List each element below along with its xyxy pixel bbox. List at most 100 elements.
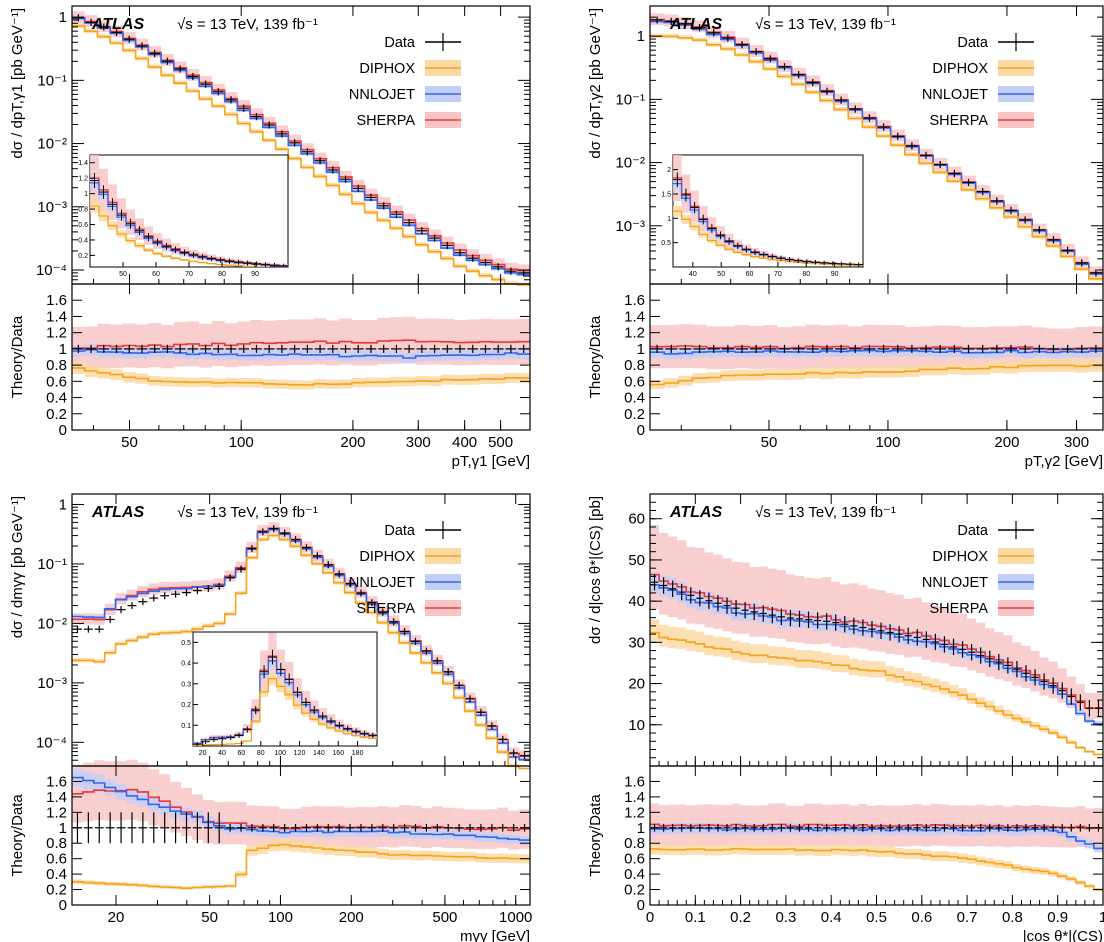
y-tick-label: 1 bbox=[637, 28, 645, 45]
diphox-band bbox=[686, 629, 696, 651]
diphox-band bbox=[758, 644, 768, 664]
ratio-y-tick-label: 0.2 bbox=[624, 406, 645, 423]
sherpa-band bbox=[939, 607, 949, 664]
diphox-band bbox=[677, 627, 687, 649]
diphox-band bbox=[967, 692, 977, 704]
inset-x-tick-label: 60 bbox=[746, 271, 754, 278]
diphox-line bbox=[72, 534, 530, 770]
data-ratio-series bbox=[651, 344, 1102, 353]
diphox-band bbox=[876, 661, 886, 678]
diphox-band bbox=[767, 646, 777, 665]
ratio-y-tick-label: 1.6 bbox=[46, 773, 67, 790]
diphox-band bbox=[749, 644, 759, 664]
inset-x-tick-label: 70 bbox=[774, 271, 782, 278]
diphox-band bbox=[958, 687, 968, 701]
diphox-band bbox=[948, 684, 959, 698]
y-axis-label: dσ / dmγγ [pb GeV⁻¹] bbox=[9, 496, 26, 638]
chart-panel-3: 20 50 100 200 500 1000110⁻¹10⁻²10⁻³10⁻⁴00.20.… bbox=[9, 493, 532, 942]
diphox-band bbox=[894, 667, 904, 684]
x-tick-label: 0.2 bbox=[730, 909, 751, 926]
x-tick-label: 0.6 bbox=[911, 909, 932, 926]
ratio-y-axis-label: Theory/Data bbox=[587, 315, 604, 398]
inset-y-tick-label: 0.2 bbox=[78, 253, 88, 260]
legend-label-diphox: DIPHOX bbox=[932, 549, 988, 565]
atlas-label: ATLAS bbox=[91, 16, 144, 33]
legend-label-data: Data bbox=[957, 35, 989, 51]
diphox-band bbox=[504, 281, 518, 284]
ratio-y-tick-label: 0.4 bbox=[624, 866, 645, 883]
plot-area bbox=[72, 522, 530, 890]
diphox-band bbox=[794, 650, 805, 668]
sherpa-band bbox=[668, 536, 678, 618]
inset-x-tick-label: 80 bbox=[218, 271, 226, 278]
y-tick-label: 50 bbox=[628, 552, 645, 569]
x-tick-label: 0.1 bbox=[685, 909, 706, 926]
x-tick-label: 200 bbox=[340, 434, 365, 451]
ratio-y-axis-label: Theory/Data bbox=[587, 794, 604, 877]
inset-x-tick-label: 80 bbox=[802, 271, 810, 278]
x-tick-label: 0.9 bbox=[1047, 909, 1068, 926]
diphox-band bbox=[704, 635, 714, 656]
sherpa-band bbox=[804, 577, 814, 644]
nnlojet-line bbox=[72, 17, 530, 276]
sherpa-band bbox=[885, 593, 895, 654]
diphox-band bbox=[785, 647, 795, 667]
x-tick-label: 200 bbox=[994, 434, 1019, 451]
diphox-ratio-line bbox=[650, 364, 1103, 386]
inset-x-tick-label: 180 bbox=[352, 750, 364, 757]
sherpa-band bbox=[858, 585, 868, 649]
data-series bbox=[651, 16, 1102, 277]
inset-x-tick-label: 120 bbox=[294, 750, 306, 757]
diphox-ratio-line bbox=[650, 847, 1103, 891]
ratio-y-tick-label: 0.6 bbox=[624, 851, 645, 868]
sherpa-band bbox=[894, 594, 904, 655]
legend-label-sherpa: SHERPA bbox=[929, 113, 988, 129]
ratio-y-tick-label: 1 bbox=[59, 820, 67, 837]
data-ratio-series bbox=[651, 823, 1102, 832]
x-tick-label: 50 bbox=[201, 909, 218, 926]
y-tick-label: 10⁻² bbox=[37, 136, 67, 153]
diphox-band bbox=[740, 642, 750, 662]
diphox-band bbox=[831, 654, 841, 673]
sherpa-ratio-line bbox=[650, 823, 1103, 830]
inset-y-tick-label: 0.2 bbox=[181, 702, 191, 709]
ratio-y-tick-label: 1.6 bbox=[624, 773, 645, 790]
ratio-y-tick-label: 1.4 bbox=[46, 789, 67, 806]
ratio-frame bbox=[71, 283, 531, 431]
y-tick-label: 10⁻¹ bbox=[37, 72, 67, 89]
diphox-band bbox=[659, 624, 669, 647]
ratio-y-tick-label: 1 bbox=[637, 820, 645, 837]
diphox-band bbox=[650, 619, 660, 643]
y-tick-label: 1 bbox=[59, 9, 67, 26]
chart-panel-2: 50 100 200 300110⁻¹10⁻²10⁻³00.20.40.60.811.… bbox=[587, 5, 1104, 470]
diphox-band bbox=[776, 646, 786, 666]
y-tick-label: 10⁻² bbox=[615, 155, 645, 172]
legend-label-nnlojet: NNLOJET bbox=[922, 87, 988, 103]
legend-label-data: Data bbox=[384, 35, 416, 51]
y-tick-label: 40 bbox=[628, 593, 645, 610]
x-tick-label: 0.5 bbox=[866, 909, 887, 926]
inset-y-tick-label: 1.5 bbox=[661, 191, 671, 198]
inset-y-tick-label: 0.4 bbox=[78, 237, 88, 244]
ratio-y-tick-label: 1.4 bbox=[624, 789, 645, 806]
y-axis-label: dσ / dpT,γ2 [pb GeV⁻¹] bbox=[587, 8, 604, 159]
nnlojet-ratio-line bbox=[72, 348, 530, 359]
sherpa-band bbox=[713, 554, 723, 629]
x-tick-label: 300 bbox=[406, 434, 431, 451]
inset-y-tick-label: 0.1 bbox=[181, 723, 191, 730]
diphox-ratio-line bbox=[72, 843, 530, 889]
sherpa-band bbox=[758, 566, 768, 637]
inset-plot bbox=[193, 632, 377, 746]
diphox-band bbox=[994, 705, 1004, 715]
sherpa-band bbox=[767, 568, 777, 638]
atlas-label: ATLAS bbox=[91, 504, 144, 521]
x-tick-label: 50 bbox=[121, 434, 138, 451]
ratio-y-tick-label: 1.4 bbox=[46, 308, 67, 325]
chart-panel-1: 50 100 200 300 400 500110⁻¹10⁻²10⁻³10⁻⁴00.20.… bbox=[9, 5, 531, 470]
atlas-label: ATLAS bbox=[669, 16, 722, 33]
x-axis-label: pT,γ2 [GeV] bbox=[1025, 453, 1103, 470]
diphox-band bbox=[822, 652, 832, 671]
x-tick-label: 0.8 bbox=[1002, 909, 1023, 926]
inset-panel: 40 50 60 70 80 90 0.5 1 1.5 2 bbox=[661, 154, 864, 278]
sherpa-band bbox=[921, 602, 931, 660]
